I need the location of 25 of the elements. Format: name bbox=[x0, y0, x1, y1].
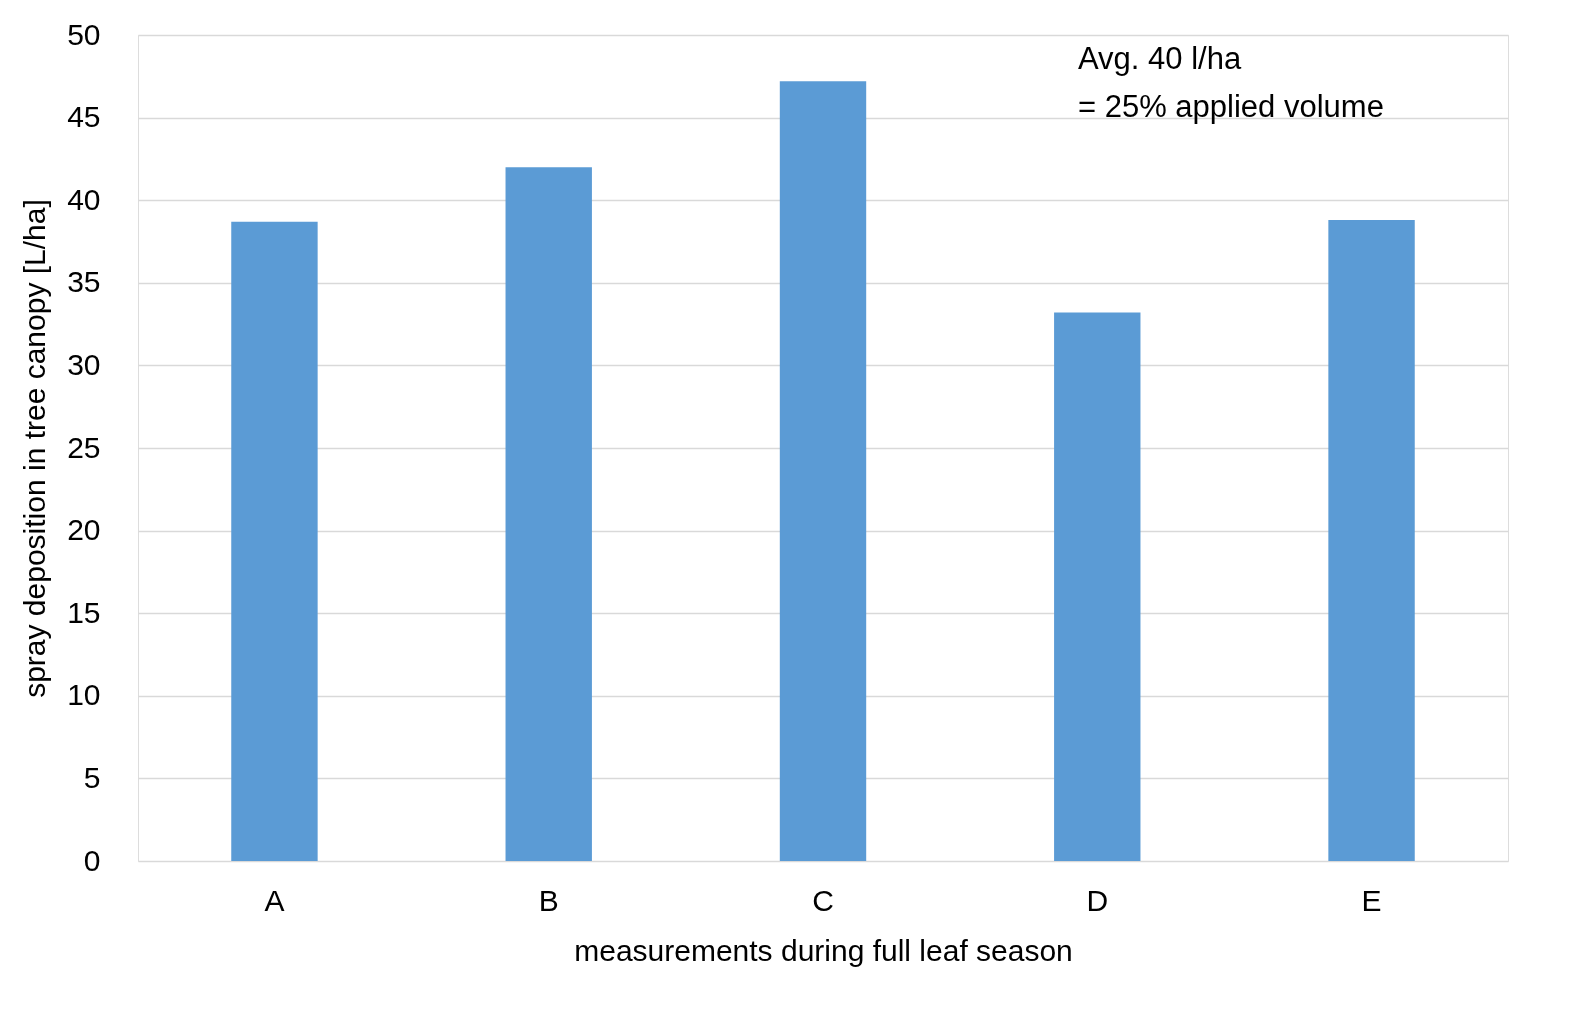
x-tick-label: D bbox=[1086, 883, 1109, 917]
y-tick-label: 35 bbox=[67, 265, 101, 299]
x-tick-label: B bbox=[538, 883, 559, 917]
y-tick-label: 0 bbox=[83, 843, 101, 877]
y-tick-label: 45 bbox=[67, 100, 101, 134]
y-tick-label: 5 bbox=[83, 760, 101, 794]
x-axis-title: measurements during full leaf season bbox=[574, 933, 1073, 967]
bar bbox=[1054, 312, 1141, 861]
bar bbox=[1328, 220, 1415, 861]
y-tick-label: 25 bbox=[67, 430, 101, 464]
y-axis-title: spray deposition in tree canopy [L/ha] bbox=[18, 199, 52, 698]
y-tick-label: 10 bbox=[67, 678, 101, 712]
y-tick-label: 15 bbox=[67, 595, 101, 629]
bar bbox=[231, 221, 318, 861]
y-tick-label: 50 bbox=[67, 17, 101, 51]
x-tick-label: C bbox=[812, 883, 834, 917]
bar bbox=[779, 81, 867, 861]
y-tick-label: 40 bbox=[67, 182, 101, 216]
x-tick-label: E bbox=[1361, 883, 1382, 917]
annotation: = 25% applied volume bbox=[1078, 89, 1384, 124]
bar bbox=[505, 167, 592, 861]
y-tick-label: 20 bbox=[67, 513, 101, 547]
y-tick-label: 30 bbox=[67, 347, 101, 381]
annotation: Avg. 40 l/ha bbox=[1078, 41, 1242, 76]
x-tick-label: A bbox=[264, 883, 285, 917]
